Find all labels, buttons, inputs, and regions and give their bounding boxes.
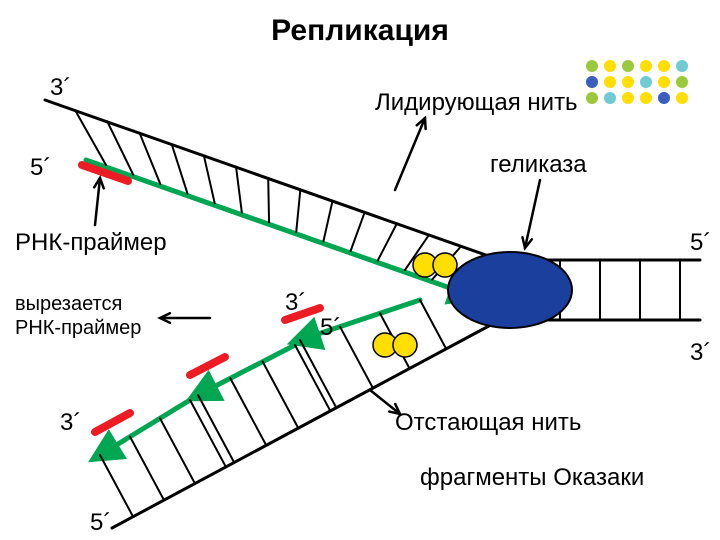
okazaki-fragment [198,345,295,395]
end-label-5: 5´ [90,509,111,536]
decor-dot [676,60,688,72]
rung [351,212,365,251]
label-lagging: Отстающая нить [395,409,581,436]
primer-lagging [190,357,225,375]
rung [378,223,397,260]
primer-lagging [95,413,130,432]
decor-dot [622,92,634,104]
label-helicase: геликаза [490,151,587,178]
rung [295,345,330,411]
rung [198,395,234,462]
ssb-protein [393,333,417,357]
decor-dot [586,60,598,72]
label-primer-cut: вырезается [15,293,122,315]
decor-dot [604,60,616,72]
label-primer-cut: РНК-праймер [15,317,141,339]
label-leading: Лидирующая нить [375,89,578,116]
decor-dot [640,76,652,88]
rung [263,362,299,428]
rung [296,189,300,232]
end-label-3: 3´ [60,409,81,436]
decor-dot [604,92,616,104]
decor-dot [622,60,634,72]
rung [204,155,215,203]
diagram-title: Репликация [271,14,449,47]
okazaki-fragment [100,400,190,455]
helicase [448,252,572,328]
rung [236,167,242,213]
end-label-5: 5´ [30,154,51,181]
label-okazaki: фрагменты Оказаки [420,464,644,491]
decor-dot [586,76,598,88]
rung [420,300,446,349]
decor-dot [622,76,634,88]
rung [323,201,332,242]
rung [300,340,336,408]
rung [130,437,164,500]
end-label-5: 5´ [690,229,711,256]
decor-dot [640,60,652,72]
rung [268,178,269,222]
rung [340,327,373,388]
decor-dot [640,92,652,104]
ssb-protein [433,253,457,277]
label-rna-primer: РНК-праймер [15,229,167,256]
decor-dot [676,76,688,88]
end-label-3: 3´ [285,289,306,316]
end-label-3: 3´ [50,74,71,101]
rung [230,378,266,445]
decor-dot [676,92,688,104]
decor-dot [658,60,670,72]
leading-new-strand [86,160,470,295]
rung [190,400,226,467]
rung [172,144,188,194]
rung [160,418,195,483]
decor-dot [586,92,598,104]
end-label-3: 3´ [690,339,711,366]
end-label-5: 5´ [320,314,341,341]
rung [100,455,133,517]
decor-dot [658,92,670,104]
decor-dot [658,76,670,88]
decor-dot [604,76,616,88]
